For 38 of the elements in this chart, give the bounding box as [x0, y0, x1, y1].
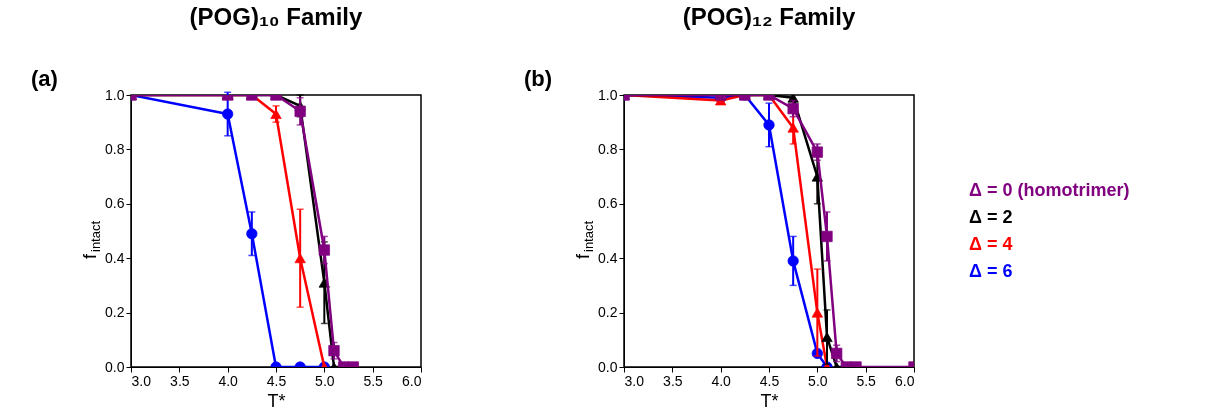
x-tick-label: 3.0: [624, 372, 645, 389]
chart-title: (POG)₁₂ Family: [682, 3, 856, 30]
y-tick-label: 0.6: [105, 195, 125, 212]
text: Δ = 6: [969, 261, 1013, 281]
text: Δ = 2: [969, 207, 1013, 227]
text: Δ = 0 (homotrimer): [969, 180, 1130, 200]
x-tick-label: 3.5: [170, 372, 190, 389]
x-tick-label: 5.0: [808, 372, 828, 389]
y-tick-label: 1.0: [105, 86, 125, 103]
y-tick-label: 0.4: [105, 249, 125, 266]
text: (b): [524, 66, 553, 91]
x-tick-label: 5.5: [363, 372, 384, 389]
y-tick-label: 0.4: [598, 249, 618, 266]
y-tick-label: 0.0: [105, 358, 125, 375]
y-tick-label: 0.8: [598, 140, 618, 157]
y-axis-title: fintact: [80, 220, 103, 259]
x-tick-label: 4.0: [711, 372, 732, 389]
text: Δ = 4: [969, 234, 1013, 254]
x-tick-label: 6.0: [895, 372, 915, 389]
y-tick-label: 0.2: [105, 304, 125, 321]
x-tick-label: 5.5: [856, 372, 877, 389]
x-tick-label: 5.0: [315, 372, 335, 389]
y-tick-label: 0.6: [598, 195, 618, 212]
x-axis-title: T*: [760, 390, 779, 411]
x-tick-label: 3.5: [663, 372, 683, 389]
y-tick-label: 0.8: [105, 140, 125, 157]
x-tick-label: 4.5: [759, 372, 780, 389]
x-tick-label: 4.5: [266, 372, 287, 389]
y-tick-label: 1.0: [598, 86, 618, 103]
chart-title: (POG)₁₀ Family: [189, 3, 364, 30]
text: (a): [31, 66, 58, 91]
y-axis-title: fintact: [573, 220, 596, 259]
x-tick-label: 6.0: [402, 372, 422, 389]
x-axis-title: T*: [267, 390, 286, 411]
x-tick-label: 4.0: [218, 372, 239, 389]
y-tick-label: 0.0: [598, 358, 618, 375]
y-tick-label: 0.2: [598, 304, 618, 321]
x-tick-label: 3.0: [131, 372, 152, 389]
